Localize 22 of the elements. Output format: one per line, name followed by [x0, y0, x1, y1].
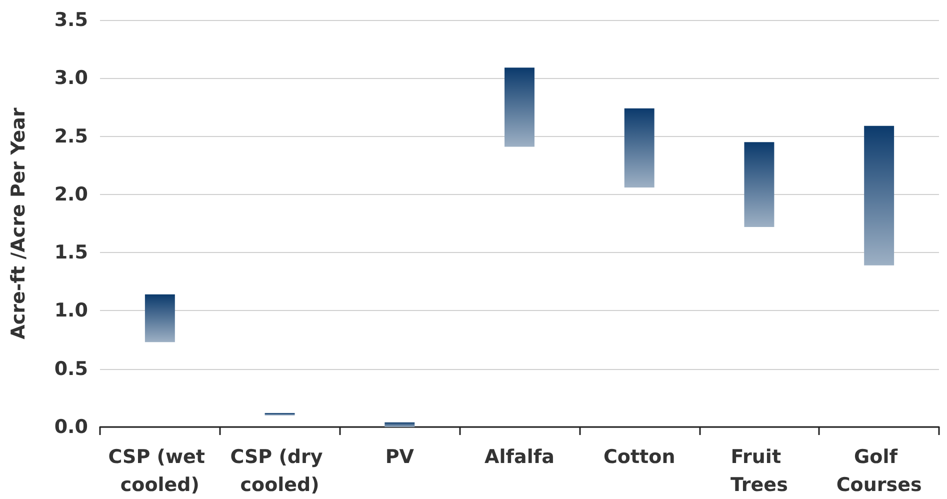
- bar: [504, 68, 534, 147]
- x-tick-label: Golf Courses: [836, 446, 922, 496]
- y-tick-label: 3.5: [54, 9, 88, 31]
- y-tick-label: 1.5: [54, 242, 88, 264]
- bar: [864, 126, 894, 266]
- y-tick-label: 3.0: [54, 67, 88, 90]
- bar: [144, 294, 175, 342]
- x-tick-label: Alfalfa: [484, 446, 554, 468]
- x-tick-label: Fruit Trees: [730, 446, 788, 496]
- bar: [384, 422, 415, 427]
- y-tick-label: 0.0: [54, 416, 88, 438]
- y-tick-label: 1.0: [54, 300, 88, 322]
- x-tick-label: CSP (dry cooled): [230, 446, 330, 496]
- y-tick-label: 2.5: [54, 125, 88, 148]
- x-tick-label: CSP (wet cooled): [108, 446, 212, 496]
- x-tick-label: Cotton: [603, 446, 676, 468]
- y-axis-title: Acre-ft /Acre Per Year: [8, 107, 30, 340]
- y-tick-label: 2.0: [54, 183, 88, 206]
- bar: [744, 142, 774, 227]
- x-tick-label: PV: [385, 446, 414, 468]
- bar: [624, 108, 654, 188]
- y-tick-label: 0.5: [54, 358, 88, 380]
